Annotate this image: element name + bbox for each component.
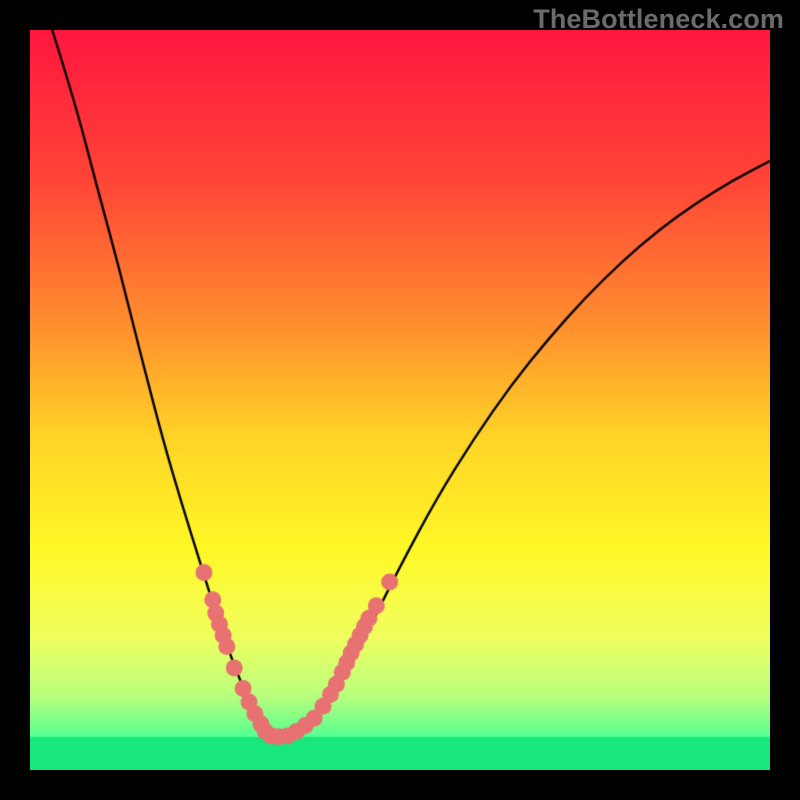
watermark-text: TheBottleneck.com	[533, 4, 784, 35]
chart-frame	[30, 30, 770, 770]
curve-and-markers	[30, 30, 770, 770]
chart-plot-area	[30, 30, 770, 770]
chart-stage: TheBottleneck.com	[0, 0, 800, 800]
